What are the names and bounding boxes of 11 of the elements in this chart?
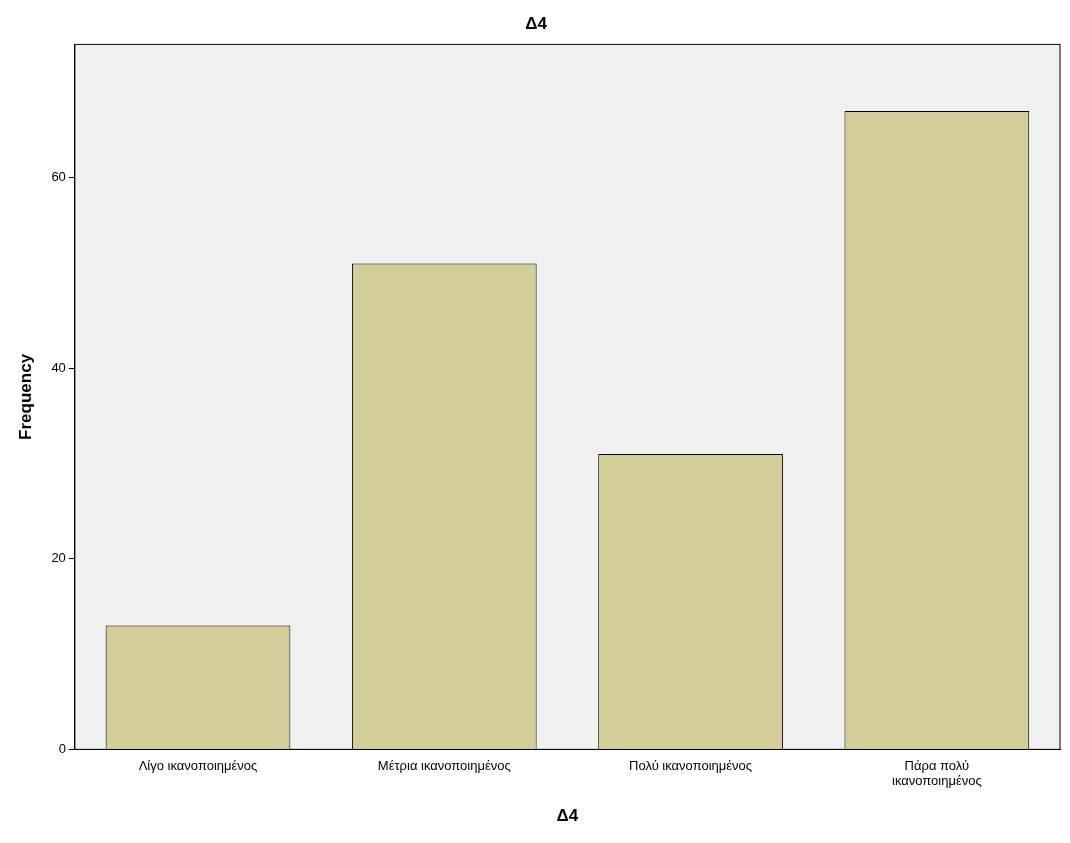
- x-axis-title: Δ4: [556, 806, 579, 826]
- y-tick-label: 0: [58, 740, 66, 756]
- x-tick-label: Πάρα πολύ ικανοποιημένος: [892, 757, 982, 789]
- y-tick-label: 60: [51, 169, 66, 185]
- chart-title: Δ4: [525, 13, 548, 33]
- y-tick-label: 20: [51, 550, 66, 566]
- y-axis-title: Frequency: [15, 353, 35, 440]
- x-tick-label: Λίγο ικανοποιημένος: [138, 757, 258, 773]
- y-tick-label: 40: [51, 359, 66, 375]
- x-tick-label: Μέτρια ικανοποιημένος: [377, 757, 511, 773]
- x-tick-label: Πολύ ικανοποιημένος: [629, 757, 753, 773]
